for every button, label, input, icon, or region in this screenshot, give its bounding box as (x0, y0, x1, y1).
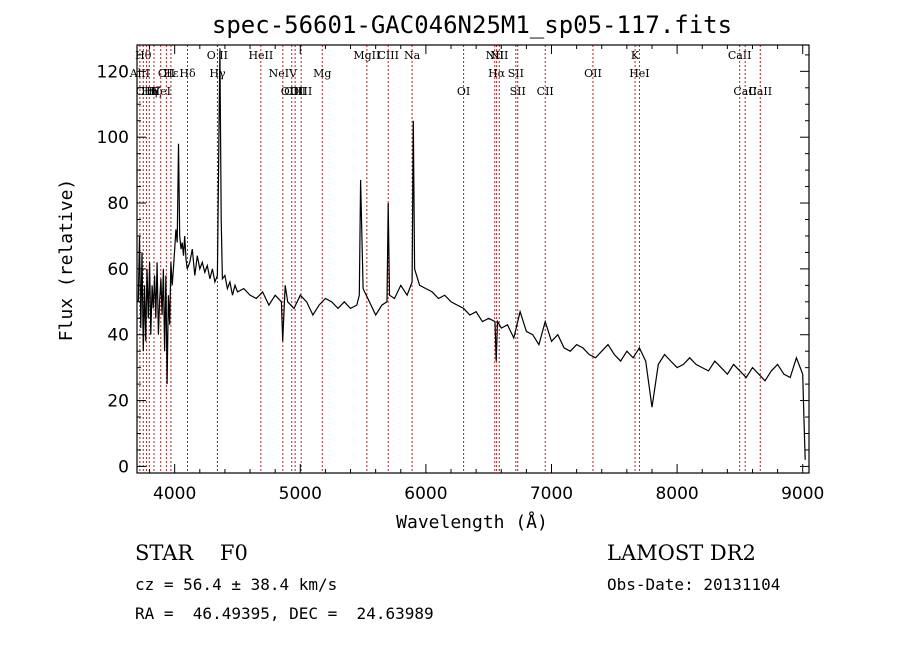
line-marker-label: Hε (163, 67, 179, 80)
line-marker-label: Hα (488, 67, 506, 80)
line-marker-label: OIII (284, 85, 306, 98)
y-tick-label: 60 (107, 260, 129, 280)
x-axis-label: Wavelength (Å) (396, 511, 548, 533)
y-tick-label: 0 (118, 457, 129, 477)
line-marker-label: CaII (748, 85, 772, 98)
line-marker-label: OIII (290, 85, 312, 98)
line-marker-label: CIII (377, 49, 398, 62)
y-axis-label: Flux (relative) (56, 179, 77, 342)
x-tick-label: 9000 (781, 484, 824, 504)
x-tick-label: 8000 (655, 484, 698, 504)
line-marker-label: Hθ (135, 49, 152, 62)
line-marker-label: Mg (313, 67, 331, 80)
line-marker-label: NeIV (269, 67, 298, 80)
y-tick-label: 20 (107, 392, 129, 412)
line-marker-label: SII (510, 85, 526, 98)
spectrum-line (137, 48, 806, 460)
line-marker-label: AlII (129, 67, 150, 80)
axis-ticks: 4000 5000 6000 7000 8000 9000 0 20 40 60 80 100 120 (97, 45, 824, 504)
line-marker-label: HeI (151, 85, 171, 98)
line-marker-label: Hγ (209, 67, 226, 80)
line-marker-label: CII (537, 85, 554, 98)
object-class: STAR F0 (135, 541, 248, 565)
line-marker-label: O II (207, 49, 228, 62)
redshift-velocity: cz = 56.4 ± 38.4 km/s (135, 575, 338, 594)
line-marker-label: Hζ (146, 85, 162, 98)
line-marker-label: HeI (629, 67, 649, 80)
y-tick-label: 40 (107, 326, 129, 346)
line-marker-label: CaII (728, 49, 752, 62)
line-marker-label: K (631, 49, 640, 62)
line-marker-label: OIII (281, 85, 303, 98)
x-tick-label: 5000 (279, 484, 322, 504)
x-tick-label: 4000 (153, 484, 196, 504)
line-marker-label: Hδ (179, 67, 196, 80)
line-marker-label: MgII (353, 49, 380, 62)
line-marker-label: CIII (136, 85, 157, 98)
observation-date: Obs-Date: 20131104 (607, 575, 781, 594)
plot-frame (136, 44, 810, 474)
line-marker-label: NII (490, 49, 508, 62)
line-marker-label: CaII (733, 85, 757, 98)
y-tick-label: 80 (107, 194, 129, 214)
line-marker-label: OII (584, 67, 602, 80)
chart-title: spec-56601-GAC046N25M1_sp05-117.fits (212, 11, 732, 39)
line-marker-label: HeII (248, 49, 273, 62)
line-marker-label: SII (508, 67, 524, 80)
x-tick-label: 7000 (530, 484, 573, 504)
line-marker-label: Na (404, 49, 421, 62)
line-marker-label: OI (457, 85, 470, 98)
y-tick-label: 120 (97, 62, 129, 82)
y-tick-label: 100 (97, 128, 129, 148)
x-tick-label: 6000 (404, 484, 447, 504)
line-marker-label: Hη (141, 85, 157, 98)
survey-label: LAMOST DR2 (607, 541, 756, 565)
coordinates: RA = 46.49395, DEC = 24.63989 (135, 604, 434, 623)
